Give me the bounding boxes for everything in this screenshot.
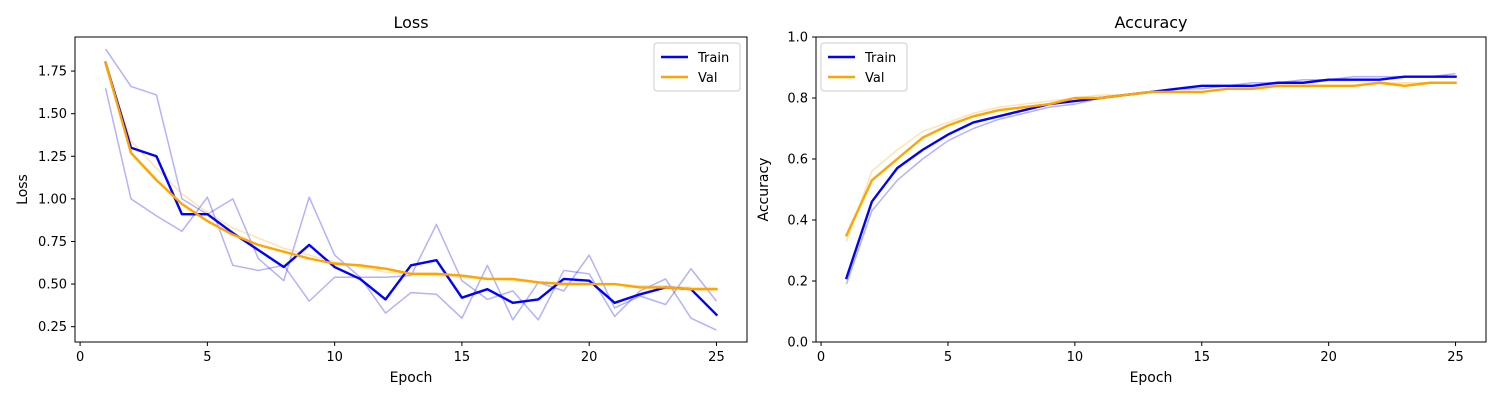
x-tick-label: 25 [708, 350, 725, 365]
x-tick-label: 25 [1447, 350, 1464, 365]
x-tick-label: 0 [817, 350, 825, 365]
series-line-val [104, 61, 718, 291]
y-tick-label: 0.6 [787, 153, 808, 168]
x-tick-label: 20 [581, 350, 598, 365]
legend-label-val: Val [865, 71, 884, 86]
y-tick-label: 0.2 [787, 275, 808, 290]
x-axis-label: Epoch [1130, 370, 1173, 386]
y-tick-label: 1.75 [38, 65, 67, 80]
y-tick-label: 0.50 [38, 278, 67, 293]
plot-area [104, 48, 719, 331]
x-tick-label: 0 [76, 350, 84, 365]
axes-frame [815, 36, 1487, 343]
y-tick-label: 0.4 [787, 214, 808, 229]
y-tick-label: 1.25 [38, 150, 67, 165]
series-line-val [844, 81, 1457, 237]
y-tick-label: 0.0 [787, 336, 808, 351]
legend: Train Val [653, 42, 741, 92]
axes-frame [74, 36, 748, 343]
chart-title: Accuracy [1114, 13, 1187, 32]
x-tick-label: 10 [1067, 350, 1084, 365]
series-line-train [104, 61, 719, 317]
y-tick-label: 1.00 [38, 192, 67, 207]
legend-box [820, 42, 908, 92]
y-tick-label: 1.0 [787, 31, 808, 46]
x-tick-label: 10 [326, 350, 343, 365]
x-axis-label: Epoch [390, 370, 433, 386]
y-tick-label: 1.50 [38, 107, 67, 122]
x-tick-label: 15 [454, 350, 471, 365]
y-tick-label: 0.8 [787, 92, 808, 107]
legend-box [653, 42, 741, 92]
legend-label-train: Train [697, 51, 729, 66]
x-tick-label: 5 [203, 350, 211, 365]
accuracy-panel: Accuracy 0 5 10 15 20 25 0.0 0.2 0.4 0.6 0.8 1.0 Epoc… [756, 13, 1487, 386]
y-tick-label: 0.25 [38, 320, 67, 335]
x-tick-label: 15 [1193, 350, 1210, 365]
loss-panel: Loss 0 5 10 15 20 25 0.25 0.50 0.75 1.00 1.25 1.50 1.… [15, 13, 748, 386]
legend: Train Val [820, 42, 908, 92]
shadow-series-line [104, 87, 718, 321]
plot-area [844, 72, 1457, 285]
legend-label-train: Train [864, 51, 896, 66]
y-axis-label: Loss [15, 174, 31, 205]
legend-label-val: Val [698, 71, 717, 86]
chart-title: Loss [393, 13, 428, 32]
y-tick-label: 0.75 [38, 235, 67, 250]
x-tick-label: 20 [1320, 350, 1337, 365]
x-tick-label: 5 [944, 350, 952, 365]
y-axis-label: Accuracy [756, 158, 772, 222]
